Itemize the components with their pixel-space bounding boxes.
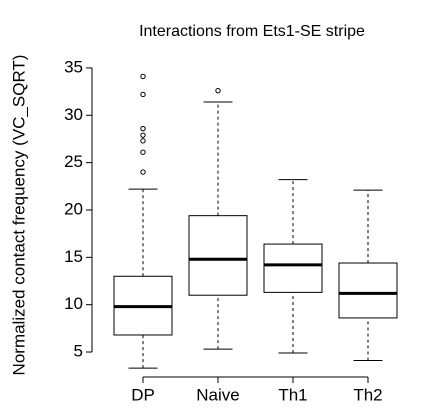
outlier xyxy=(140,73,146,80)
x-tick-label: DP xyxy=(131,385,155,404)
chart-title: Interactions from Ets1-SE stripe xyxy=(139,23,365,40)
y-axis-label: Normalized contact frequency (VC_SQRT) xyxy=(9,55,28,376)
box xyxy=(263,243,323,293)
outlier xyxy=(215,87,221,94)
outlier xyxy=(140,91,146,98)
y-tick-label: 5 xyxy=(74,342,83,361)
outlier xyxy=(140,132,146,138)
x-tick-label: Naive xyxy=(196,385,239,404)
y-tick-label: 20 xyxy=(64,199,83,218)
x-tick-label: Th2 xyxy=(353,385,382,404)
outlier xyxy=(140,169,146,175)
y-tick-label: 10 xyxy=(64,294,83,313)
outlier xyxy=(140,125,146,132)
y-tick-label: 15 xyxy=(64,247,83,266)
y-tick-label: 30 xyxy=(64,105,83,124)
y-tick-label: 25 xyxy=(64,152,83,171)
outlier xyxy=(140,149,146,155)
box xyxy=(338,262,398,319)
x-tick-label: Th1 xyxy=(278,385,307,404)
box xyxy=(188,215,248,296)
outlier xyxy=(140,138,146,144)
y-tick-label: 35 xyxy=(64,57,83,76)
